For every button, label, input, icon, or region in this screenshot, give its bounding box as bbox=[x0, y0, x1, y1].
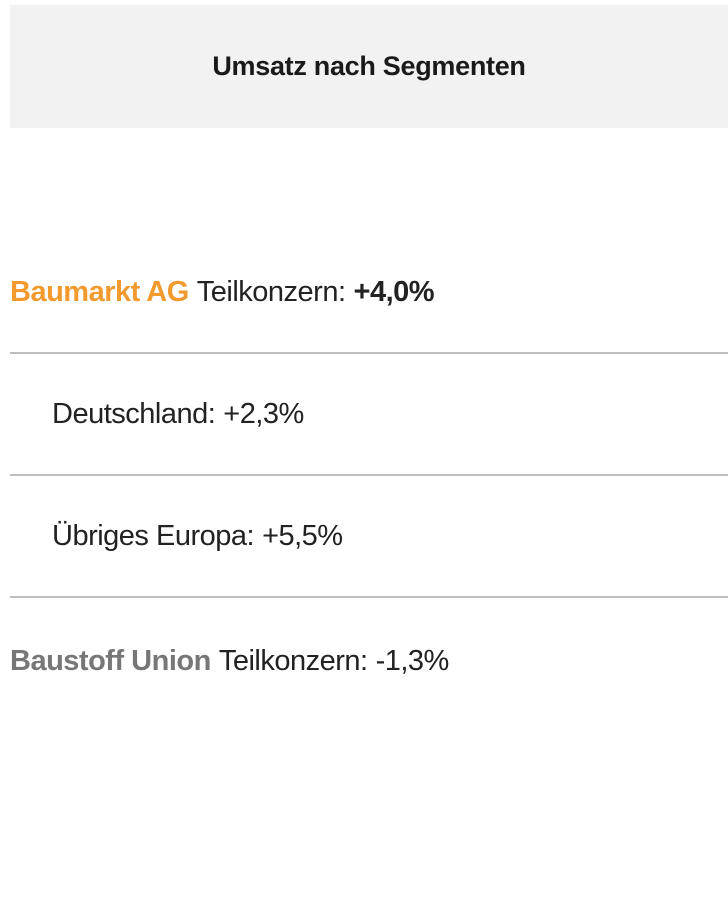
segment-label: Teilkonzern: bbox=[218, 644, 368, 677]
segment-row: Baustoff Union Teilkonzern: -1,3% bbox=[10, 600, 728, 722]
segment-row: Übriges Europa: +5,5% bbox=[10, 476, 728, 598]
segment-row: Baumarkt AG Teilkonzern: +4,0% bbox=[10, 232, 728, 354]
segment-label: Teilkonzern: bbox=[196, 275, 346, 308]
segment-row: Deutschland: +2,3% bbox=[10, 354, 728, 476]
header: Umsatz nach Segmenten bbox=[10, 5, 728, 128]
segment-value: -1,3% bbox=[375, 644, 450, 677]
title: Umsatz nach Segmenten bbox=[212, 51, 526, 81]
segment-label: Deutschland: bbox=[52, 397, 216, 430]
segment-name: Baumarkt AG bbox=[10, 275, 189, 308]
segment-name: Baustoff Union bbox=[10, 644, 211, 677]
segment-value: +2,3% bbox=[223, 397, 304, 430]
segment-value: +4,0% bbox=[353, 275, 435, 308]
segment-value: +5,5% bbox=[262, 519, 343, 552]
segment-label: Übriges Europa: bbox=[52, 519, 255, 552]
